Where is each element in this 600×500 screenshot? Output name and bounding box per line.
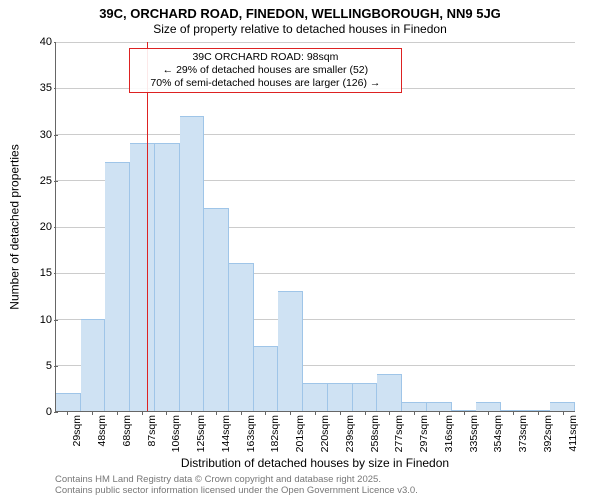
x-tick: 163sqm — [245, 415, 257, 452]
x-tick: 29sqm — [71, 415, 83, 447]
info-line-2: ← 29% of detached houses are smaller (52… — [136, 64, 396, 77]
x-tick: 182sqm — [269, 415, 281, 452]
histogram-chart: 39C, ORCHARD ROAD, FINEDON, WELLINGBOROU… — [0, 0, 600, 500]
x-tick: 239sqm — [344, 415, 356, 452]
y-tick: 40 — [40, 36, 52, 48]
x-tick: 125sqm — [195, 415, 207, 452]
bars-container — [56, 42, 575, 411]
bar — [130, 143, 155, 411]
x-tick: 277sqm — [393, 415, 405, 452]
bar — [229, 263, 254, 411]
y-tick: 0 — [46, 406, 52, 418]
bar — [353, 383, 378, 411]
x-tick: 87sqm — [146, 415, 158, 447]
info-box: 39C ORCHARD ROAD: 98sqm ← 29% of detache… — [129, 48, 403, 93]
x-tick: 411sqm — [567, 415, 579, 452]
y-tick: 30 — [40, 129, 52, 141]
bar — [278, 291, 303, 411]
y-tick: 10 — [40, 314, 52, 326]
bar — [303, 383, 328, 411]
chart-title: 39C, ORCHARD ROAD, FINEDON, WELLINGBOROU… — [0, 6, 600, 21]
x-tick: 258sqm — [369, 415, 381, 452]
x-tick: 392sqm — [542, 415, 554, 452]
y-tick: 5 — [46, 360, 52, 372]
x-tick: 106sqm — [170, 415, 182, 452]
plot-area: 39C ORCHARD ROAD: 98sqm ← 29% of detache… — [55, 42, 575, 412]
bar — [81, 319, 106, 411]
x-tick: 144sqm — [220, 415, 232, 452]
bar — [254, 346, 279, 411]
x-tick: 48sqm — [96, 415, 108, 447]
x-axis-label: Distribution of detached houses by size … — [55, 456, 575, 470]
footer-line-2: Contains public sector information licen… — [55, 485, 575, 496]
x-tick: 354sqm — [492, 415, 504, 452]
x-tick: 316sqm — [443, 415, 455, 452]
bar — [476, 402, 501, 411]
y-tick: 25 — [40, 175, 52, 187]
x-tick: 220sqm — [319, 415, 331, 452]
info-line-3: 70% of semi-detached houses are larger (… — [136, 77, 396, 90]
y-tick: 15 — [40, 267, 52, 279]
y-axis-ticks: 0510152025303540 — [0, 42, 55, 412]
bar — [105, 162, 130, 411]
x-tick: 373sqm — [517, 415, 529, 452]
bar — [155, 143, 180, 411]
x-tick: 335sqm — [468, 415, 480, 452]
bar — [377, 374, 402, 411]
x-axis-ticks: 29sqm 48sqm 68sqm 87sqm 106sqm 125sqm 144sqm 16… — [55, 412, 575, 462]
x-tick: 201sqm — [294, 415, 306, 452]
bar — [180, 116, 205, 411]
y-tick: 35 — [40, 82, 52, 94]
footer-line-1: Contains HM Land Registry data © Crown c… — [55, 474, 575, 485]
footer-attribution: Contains HM Land Registry data © Crown c… — [55, 474, 575, 497]
reference-line — [147, 42, 148, 411]
chart-subtitle: Size of property relative to detached ho… — [0, 22, 600, 36]
x-tick: 68sqm — [121, 415, 133, 447]
bar — [550, 402, 575, 411]
info-line-1: 39C ORCHARD ROAD: 98sqm — [136, 51, 396, 64]
bar — [402, 402, 427, 411]
bar — [56, 393, 81, 411]
bar — [328, 383, 353, 411]
bar — [204, 208, 229, 411]
bar — [427, 402, 452, 411]
y-tick: 20 — [40, 221, 52, 233]
x-tick: 297sqm — [418, 415, 430, 452]
